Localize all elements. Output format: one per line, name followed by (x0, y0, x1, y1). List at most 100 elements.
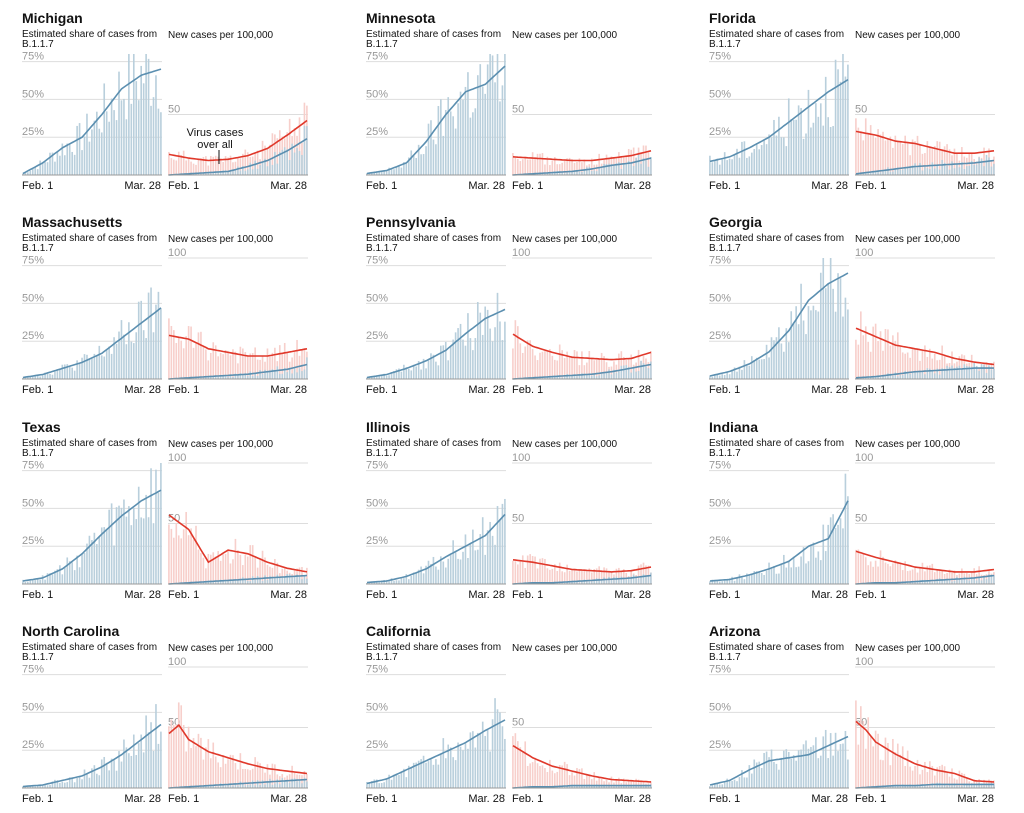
share-bar (155, 305, 157, 379)
share-bar (487, 310, 489, 379)
cases-bar (171, 158, 173, 175)
share-bar (726, 160, 728, 175)
b117-cases-bar (618, 370, 620, 379)
b117-cases-bar (638, 154, 640, 175)
share-bar (484, 736, 486, 788)
share-bar (825, 77, 827, 175)
share-bar (131, 342, 133, 379)
share-bar (820, 560, 822, 584)
cases-bar (556, 772, 558, 788)
cases-bar (210, 353, 212, 379)
share-bar (155, 75, 157, 175)
share-bar (504, 54, 506, 175)
cases-bar (168, 152, 170, 175)
share-bar (729, 374, 731, 379)
b117-cases-bar (976, 580, 978, 584)
share-bar (837, 273, 839, 379)
share-bar (803, 321, 805, 379)
share-bar (719, 785, 721, 788)
share-bar (116, 344, 118, 379)
state-name: North Carolina (22, 623, 119, 639)
share-bar (832, 126, 834, 175)
share-bar (86, 114, 88, 175)
share-bar (59, 565, 61, 584)
b117-cases-bar (259, 370, 261, 379)
cases-bar (877, 734, 879, 788)
b117-cases-bar (279, 784, 281, 788)
b117-cases-bar (633, 166, 635, 175)
share-bar (440, 99, 442, 175)
share-bar (457, 743, 459, 788)
x-tick-label: Mar. 28 (811, 180, 848, 192)
share-bar (410, 576, 412, 584)
cases-bar (193, 348, 195, 379)
b117-cases-bar (983, 365, 985, 379)
cases-bar (190, 748, 192, 788)
share-bar (148, 293, 150, 379)
share-bar (108, 510, 110, 584)
cases-bar (549, 349, 551, 379)
b117-cases-bar (973, 363, 975, 379)
b117-cases-bar (621, 169, 623, 175)
x-tick-label: Feb. 1 (168, 180, 199, 192)
share-bar (131, 104, 133, 175)
share-bar (766, 571, 768, 584)
b117-cases-bar (625, 579, 627, 584)
b117-cases-bar (611, 374, 613, 379)
b117-cases-bar (924, 167, 926, 175)
share-bar (788, 98, 790, 175)
share-bar (758, 360, 760, 379)
share-bar (138, 302, 140, 379)
y-tick-label: 50% (366, 497, 388, 509)
share-bar (758, 149, 760, 175)
b117-cases-bar (588, 167, 590, 175)
share-bar (477, 733, 479, 788)
share-bar (113, 545, 115, 584)
share-bar (825, 288, 827, 379)
share-bar (482, 87, 484, 175)
share-bar (499, 321, 501, 379)
share-bar (54, 780, 56, 788)
share-bar (475, 108, 477, 175)
share-bar (91, 129, 93, 175)
share-bar (133, 508, 135, 584)
share-bar (108, 347, 110, 379)
b117-cases-bar (961, 369, 963, 379)
y-tick-label: 75% (709, 255, 731, 267)
share-bar (830, 733, 832, 788)
cases-bar (175, 524, 177, 584)
total-cases-trend-line (856, 131, 994, 153)
cases-bar (855, 340, 857, 379)
share-bar (776, 574, 778, 584)
b117-cases-bar (978, 157, 980, 175)
cases-bar (867, 342, 869, 379)
share-bar (847, 760, 849, 788)
cases-bar (527, 766, 529, 788)
share-bar (800, 556, 802, 584)
y-tick-label: 75% (22, 460, 44, 472)
share-bar (822, 126, 824, 175)
total-cases-trend-line (169, 335, 307, 356)
cases-bar (212, 743, 214, 788)
b117-cases-bar (591, 171, 593, 175)
share-bar (773, 120, 775, 175)
y-tick-label: 75% (366, 460, 388, 472)
share-bar (108, 122, 110, 175)
state-name: Minnesota (366, 10, 435, 26)
b117-cases-bar (919, 372, 921, 379)
share-bar (783, 137, 785, 175)
share-bar (719, 376, 721, 379)
share-bar (52, 574, 54, 584)
b117-cases-bar (289, 160, 291, 175)
cases-bar (522, 353, 524, 379)
share-bar (837, 751, 839, 788)
share-bar (89, 778, 91, 788)
x-tick-label: Mar. 28 (468, 180, 505, 192)
share-bar (756, 143, 758, 175)
share-bar (484, 94, 486, 175)
share-bar (140, 517, 142, 584)
